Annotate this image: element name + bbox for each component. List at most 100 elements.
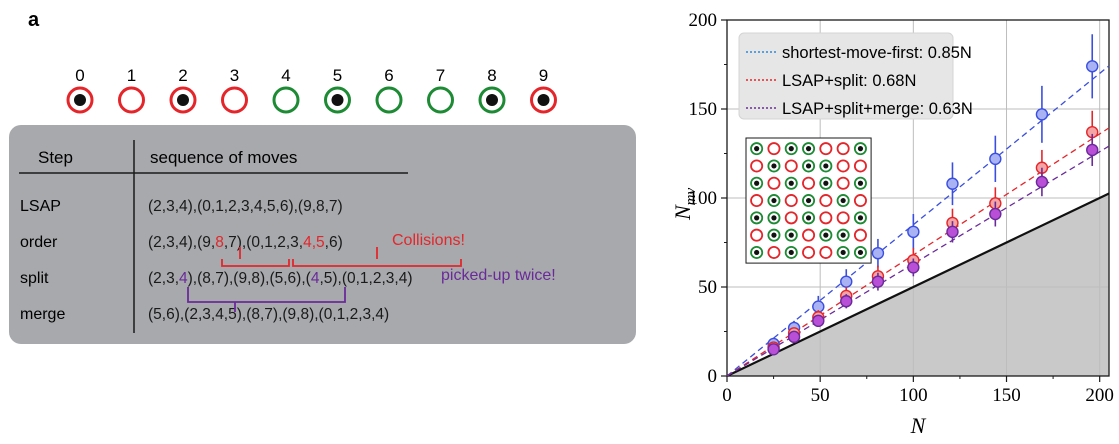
inset-trap-ring bbox=[819, 211, 833, 225]
inset-trap-ring bbox=[767, 176, 781, 190]
inset-trap-ring bbox=[819, 245, 833, 259]
inset-trap-ring bbox=[784, 228, 798, 242]
row-moves: (2,3,4),(0,1,2,3,4,5,6),(9,8,7) bbox=[148, 198, 343, 215]
site-trap-ring bbox=[324, 86, 351, 114]
data-point bbox=[1035, 175, 1049, 189]
data-point bbox=[907, 225, 920, 239]
inset-atom bbox=[771, 215, 777, 221]
site-array: 0 1 2 3 4 5 6 7 8 9 bbox=[66, 66, 557, 114]
inset-atom bbox=[840, 249, 846, 256]
move-table-background bbox=[9, 125, 636, 344]
row-moves: (5,6),(2,3,4,5),(8,7),(9,8),(0,1,2,3,4) bbox=[148, 306, 389, 323]
site-index-label: 3 bbox=[230, 66, 239, 85]
inset-trap-ring bbox=[853, 159, 867, 173]
x-tick-label: 50 bbox=[811, 385, 830, 406]
site-index-label: 0 bbox=[75, 66, 84, 85]
inset-trap-ring bbox=[784, 142, 798, 156]
lower-bound-line bbox=[726, 192, 1110, 377]
inset-trap-ring bbox=[767, 159, 781, 173]
inset-trap-ring bbox=[784, 159, 798, 173]
data-point bbox=[989, 152, 1002, 166]
inset-atom bbox=[857, 215, 864, 221]
x-tick-label: 100 bbox=[899, 385, 928, 406]
inset-trap-ring bbox=[836, 142, 850, 156]
inset-atom bbox=[754, 180, 760, 186]
inset-atom bbox=[857, 180, 864, 186]
panel-a-svg: a 0 1 2 3 4 5 6 7 8 9 Step sequence of moves LSAP… bbox=[9, 9, 636, 344]
inset-trap-ring bbox=[802, 228, 816, 242]
inset-atom bbox=[771, 232, 777, 238]
inset-trap-ring bbox=[853, 228, 867, 242]
data-point bbox=[840, 275, 853, 288]
data-point bbox=[989, 207, 1002, 221]
site-index-label: 9 bbox=[539, 66, 548, 85]
inset-trap-ring bbox=[853, 176, 867, 190]
x-axis-label: N bbox=[910, 413, 927, 438]
move-segment: (2,3,4),(9, bbox=[148, 234, 215, 251]
scaling-chart: b 050100150200050100150200NNmvshortest-m… bbox=[626, 3, 1114, 438]
row-step-split: split bbox=[20, 270, 49, 287]
inset-atom bbox=[840, 197, 846, 204]
inset-atom bbox=[805, 197, 812, 204]
site-index-label: 4 bbox=[281, 66, 290, 85]
y-tick-label: 150 bbox=[689, 99, 718, 120]
inset-trap-ring bbox=[836, 245, 850, 259]
panel-a: a 0 1 2 3 4 5 6 7 8 9 Step sequence of moves LSAP… bbox=[9, 9, 636, 344]
y-axis-label-main: N bbox=[670, 204, 695, 221]
inset-trap-ring bbox=[802, 142, 816, 156]
inset-trap-ring bbox=[802, 245, 816, 259]
inset-trap-ring bbox=[836, 176, 850, 190]
data-point bbox=[907, 261, 920, 274]
inset-trap-ring bbox=[853, 142, 867, 156]
inset-atom bbox=[823, 232, 829, 238]
data-point bbox=[840, 295, 853, 308]
inset-trap-ring bbox=[819, 142, 833, 156]
inset-trap-ring bbox=[802, 176, 816, 190]
site-index-label: 6 bbox=[384, 66, 393, 85]
y-axis-label: Nmv bbox=[670, 187, 699, 221]
data-point bbox=[812, 314, 825, 328]
inset-trap-ring bbox=[853, 245, 867, 259]
move-segment: ),(8,7),(9,8),(5,6),( bbox=[188, 270, 312, 287]
inset-trap-ring bbox=[750, 211, 764, 225]
inset-trap-ring bbox=[836, 159, 850, 173]
legend-box bbox=[738, 32, 954, 120]
data-point bbox=[1086, 143, 1099, 157]
inset-trap-ring bbox=[750, 194, 764, 208]
inset-trap-ring bbox=[784, 194, 798, 208]
data-point bbox=[787, 330, 801, 344]
inset-trap-ring bbox=[802, 159, 816, 173]
row-step-lsap: LSAP bbox=[20, 198, 61, 215]
row-moves: (2,3,4),(8,7),(9,8),(5,6),(4,5),(0,1,2,3… bbox=[148, 270, 412, 287]
inset-atom bbox=[754, 146, 760, 152]
inset-trap-ring bbox=[767, 194, 781, 208]
inset-atom bbox=[788, 180, 794, 186]
site-atom bbox=[331, 94, 344, 106]
inset-trap-ring bbox=[767, 211, 781, 225]
inset-atom bbox=[857, 249, 864, 256]
panel-b: b 050100150200050100150200NNmvshortest-m… bbox=[626, 0, 1119, 439]
data-point bbox=[871, 275, 885, 288]
y-tick-label: 0 bbox=[708, 366, 718, 387]
x-tick-label: 200 bbox=[1085, 385, 1114, 406]
inset-atom bbox=[823, 163, 829, 169]
site-index-label: 5 bbox=[333, 66, 342, 85]
inset-trap-ring bbox=[750, 245, 764, 259]
inset-atom bbox=[805, 215, 812, 221]
collision-bracket-left bbox=[221, 259, 290, 267]
site-trap-ring bbox=[221, 86, 248, 114]
header-moves: sequence of moves bbox=[150, 148, 297, 167]
row-step-merge: merge bbox=[20, 306, 65, 323]
inset-trap-ring bbox=[750, 228, 764, 242]
y-tick-label: 100 bbox=[689, 188, 718, 209]
site-atom bbox=[486, 94, 498, 106]
data-point bbox=[946, 225, 959, 239]
site-trap-ring bbox=[66, 86, 94, 114]
legend-label: LSAP+split+merge: 0.63N bbox=[782, 100, 973, 118]
data-point bbox=[767, 343, 780, 356]
site-index-label: 2 bbox=[178, 66, 187, 85]
panel-a-label: a bbox=[28, 9, 40, 31]
inset-atom bbox=[857, 146, 864, 152]
inset-atom bbox=[771, 163, 777, 169]
legend-label: shortest-move-first: 0.85N bbox=[782, 44, 972, 62]
